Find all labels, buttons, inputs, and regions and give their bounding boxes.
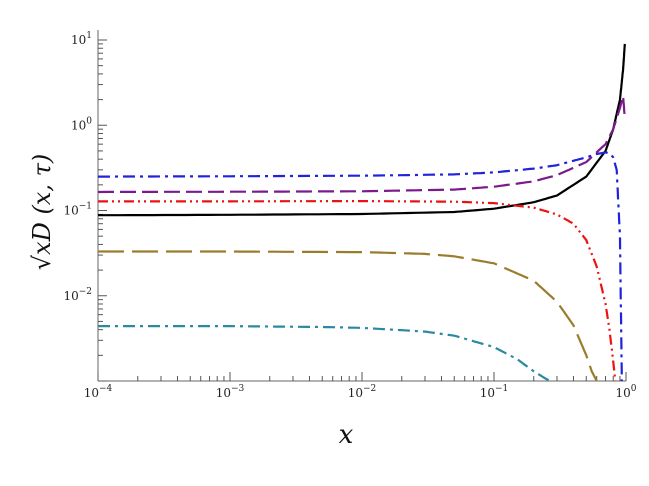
x-tick-label: 10−4 [84,384,113,400]
series-line [98,250,598,382]
x-axis-label: x [339,420,354,450]
x-tick-label: 100 [615,384,636,400]
series-line [98,151,623,382]
x-tick-label: 10−2 [348,384,377,400]
y-tick-label: 101 [71,31,92,47]
series-line [98,325,552,382]
y-ticks: 10−2 10−1 100 101 [63,31,107,382]
y-tick-label: 10−1 [63,202,92,218]
x-tick-label: 10−3 [216,384,245,400]
series-line [98,200,617,382]
x-ticks: 10−4 10−3 10−2 10−1 100 [84,372,637,400]
y-tick-label: 10−2 [63,287,92,303]
y-axis-label: √xD (x, τ) [28,154,56,271]
series-line [98,43,626,217]
y-axis-label-text: √xD (x, τ) [28,154,56,271]
series-line [98,95,626,194]
x-tick-label: 10−1 [480,384,509,400]
y-tick-label: 100 [71,116,92,132]
curves [98,43,626,382]
